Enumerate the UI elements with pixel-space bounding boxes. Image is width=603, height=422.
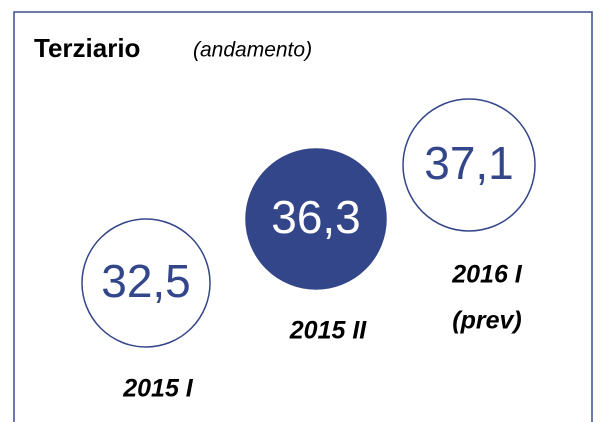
frame [13, 11, 593, 422]
value-text: 32,5 [101, 255, 191, 307]
value-text: 37,1 [424, 137, 514, 189]
value-circle [81, 218, 211, 348]
subtitle: (andamento) [193, 39, 312, 62]
period-label: 2015 II [289, 317, 368, 345]
period-label: 2015 I [122, 375, 194, 403]
value-text: 36,3 [271, 191, 361, 243]
value-circle-highlight [245, 148, 387, 290]
title: Terziario [34, 33, 140, 63]
period-label: (prev) [452, 307, 521, 335]
period-label: 2016 I [451, 261, 523, 289]
value-circle [402, 98, 536, 232]
